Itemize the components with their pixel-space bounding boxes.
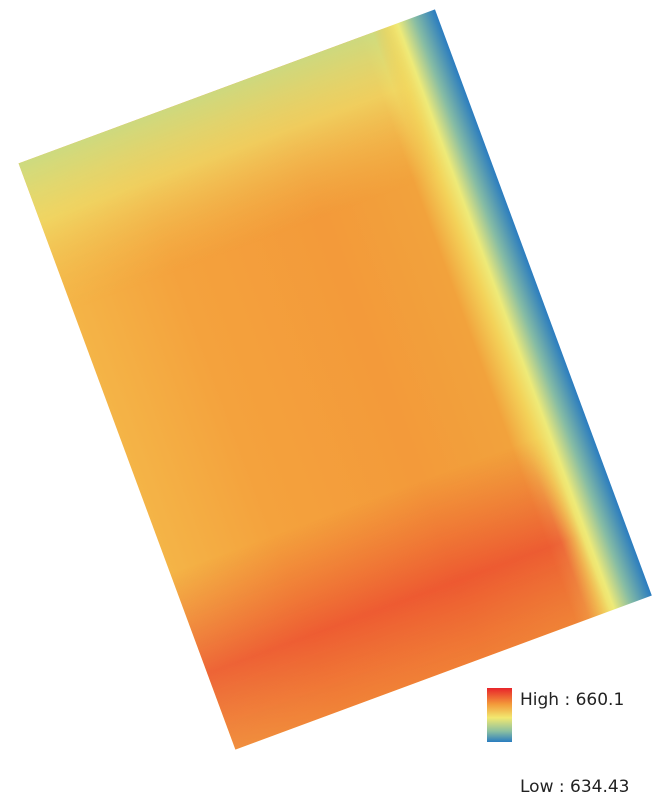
map-view: High : 660.1 Low : 634.43	[0, 0, 656, 801]
legend-low: Low : 634.43	[520, 777, 630, 797]
legend-ramp	[487, 688, 512, 742]
raster-extent	[19, 9, 652, 749]
raster-map	[0, 0, 656, 801]
legend-high: High : 660.1	[520, 690, 624, 710]
